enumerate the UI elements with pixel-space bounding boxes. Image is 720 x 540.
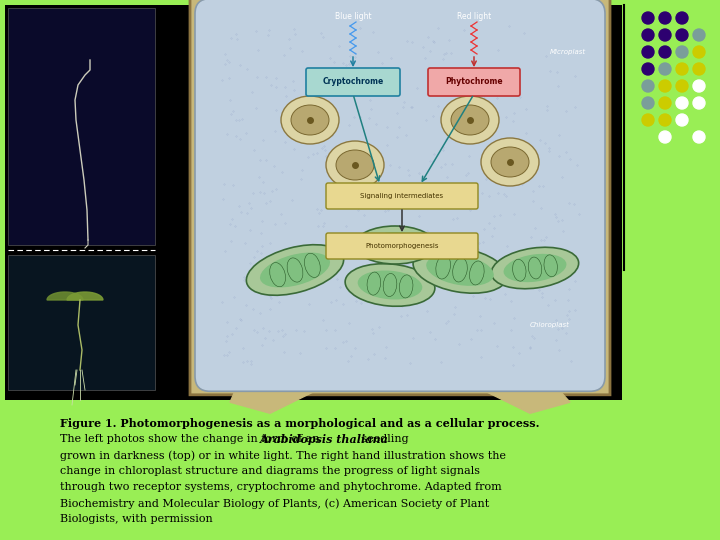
Ellipse shape: [413, 247, 507, 293]
Circle shape: [659, 12, 671, 24]
Circle shape: [659, 97, 671, 109]
Circle shape: [676, 97, 688, 109]
Ellipse shape: [336, 150, 374, 180]
Text: seedling: seedling: [358, 434, 409, 444]
Circle shape: [693, 131, 705, 143]
Ellipse shape: [491, 247, 579, 289]
Ellipse shape: [451, 105, 489, 135]
Text: Figure 1. Photomorphogenesis as a morphological and as a cellular process.: Figure 1. Photomorphogenesis as a morpho…: [60, 418, 539, 429]
Text: Biologists, with permission: Biologists, with permission: [60, 514, 212, 524]
Text: Signaling intermediates: Signaling intermediates: [361, 193, 444, 199]
Circle shape: [642, 46, 654, 58]
Polygon shape: [230, 352, 330, 413]
Polygon shape: [220, 0, 320, 38]
Ellipse shape: [441, 96, 499, 144]
FancyBboxPatch shape: [195, 0, 605, 392]
Polygon shape: [470, 352, 570, 413]
Circle shape: [659, 131, 671, 143]
Ellipse shape: [291, 105, 329, 135]
Ellipse shape: [260, 253, 330, 287]
Text: change in chloroplast structure and diagrams the progress of light signals: change in chloroplast structure and diag…: [60, 466, 480, 476]
Ellipse shape: [366, 232, 424, 258]
Text: Photomorphogenesis: Photomorphogenesis: [365, 243, 438, 249]
Text: Phytochrome: Phytochrome: [445, 78, 503, 86]
Bar: [8, 8, 155, 245]
FancyBboxPatch shape: [326, 233, 478, 259]
Ellipse shape: [281, 96, 339, 144]
Bar: [8, 255, 155, 390]
Text: Blue light: Blue light: [335, 12, 372, 21]
Circle shape: [659, 46, 671, 58]
FancyBboxPatch shape: [326, 183, 478, 209]
Circle shape: [642, 97, 654, 109]
Polygon shape: [480, 0, 580, 38]
Circle shape: [676, 12, 688, 24]
Text: Arabidopsis thaliana: Arabidopsis thaliana: [260, 434, 389, 445]
Circle shape: [676, 114, 688, 126]
Ellipse shape: [481, 138, 539, 186]
Text: The left photos show the change in form of an: The left photos show the change in form …: [60, 434, 323, 444]
Circle shape: [693, 63, 705, 75]
Circle shape: [642, 80, 654, 92]
Text: through two receptor systems, cryptochrome and phytochrome. Adapted from: through two receptor systems, cryptochro…: [60, 482, 502, 492]
Circle shape: [659, 80, 671, 92]
Circle shape: [642, 63, 654, 75]
Ellipse shape: [326, 141, 384, 189]
Ellipse shape: [491, 147, 529, 177]
Polygon shape: [67, 292, 103, 300]
Circle shape: [642, 29, 654, 41]
Circle shape: [693, 29, 705, 41]
Circle shape: [676, 29, 688, 41]
Polygon shape: [47, 292, 83, 300]
Circle shape: [659, 63, 671, 75]
Circle shape: [693, 97, 705, 109]
Circle shape: [693, 80, 705, 92]
Ellipse shape: [426, 254, 494, 286]
Circle shape: [693, 46, 705, 58]
Text: grown in darkness (top) or in white light. The right hand illustration shows the: grown in darkness (top) or in white ligh…: [60, 450, 506, 461]
Ellipse shape: [246, 245, 343, 295]
Ellipse shape: [503, 254, 567, 282]
Ellipse shape: [345, 264, 435, 306]
Circle shape: [676, 80, 688, 92]
Circle shape: [642, 114, 654, 126]
FancyBboxPatch shape: [428, 68, 520, 96]
Circle shape: [676, 63, 688, 75]
Circle shape: [676, 46, 688, 58]
Text: Microplast: Microplast: [550, 49, 586, 55]
Text: Biochemistry and Molecular Biology of Plants, (c) American Society of Plant: Biochemistry and Molecular Biology of Pl…: [60, 498, 490, 509]
Bar: [5, 5, 622, 400]
Circle shape: [659, 29, 671, 41]
Ellipse shape: [358, 271, 423, 300]
Text: Cryptochrome: Cryptochrome: [323, 78, 384, 86]
Text: Chloroplast: Chloroplast: [530, 322, 570, 328]
Circle shape: [659, 114, 671, 126]
FancyBboxPatch shape: [306, 68, 400, 96]
Ellipse shape: [355, 226, 435, 264]
FancyBboxPatch shape: [190, 0, 610, 395]
Text: Red light: Red light: [457, 12, 491, 21]
Circle shape: [642, 12, 654, 24]
